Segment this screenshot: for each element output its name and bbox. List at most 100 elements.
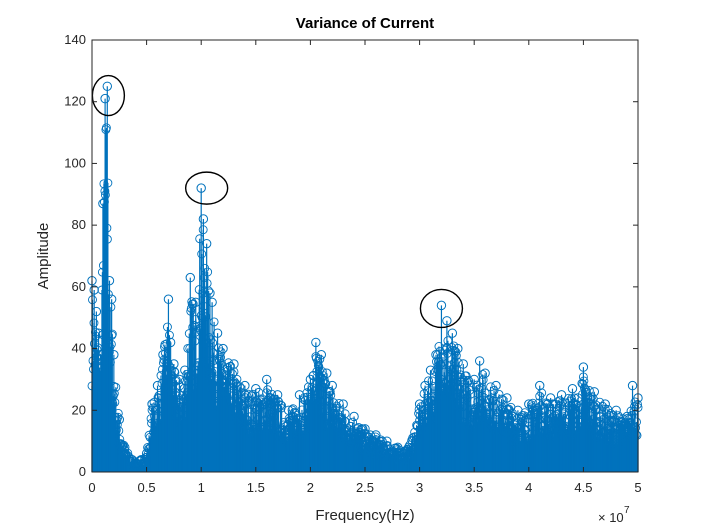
- y-tick-label: 0: [79, 464, 86, 479]
- peak-marker: [327, 380, 337, 391]
- stem-marker: [267, 389, 277, 399]
- x-tick-label: 3.5: [465, 480, 483, 495]
- stem-marker: [334, 398, 344, 408]
- peak-marker: [360, 424, 370, 434]
- stem-marker: [537, 388, 547, 398]
- stem-marker: [587, 392, 597, 402]
- y-axis-label: Amplitude: [35, 223, 52, 290]
- stem-marker: [461, 371, 471, 381]
- stem-marker: [424, 376, 433, 386]
- peak-marker: [447, 328, 458, 338]
- peak-marker: [174, 374, 185, 385]
- peak-marker: [130, 458, 141, 468]
- peak-marker: [152, 380, 163, 391]
- peak-marker: [403, 442, 414, 453]
- stem-marker: [317, 367, 327, 376]
- peak-marker: [89, 285, 99, 295]
- peak-marker: [589, 387, 600, 397]
- chart-title: Variance of Current: [296, 15, 434, 32]
- peak-highlight-circle: [419, 288, 464, 329]
- peak-marker: [458, 359, 468, 369]
- peak-marker: [305, 374, 316, 385]
- stem-marker: [348, 417, 358, 427]
- peak-marker: [453, 343, 463, 354]
- stem-marker: [598, 401, 608, 411]
- stem-marker: [107, 329, 117, 339]
- peak-marker: [573, 393, 583, 403]
- peak-marker: [480, 368, 490, 378]
- x-tick-label: 2.5: [356, 480, 374, 495]
- peak-marker: [205, 288, 215, 298]
- peak-marker: [120, 442, 130, 453]
- y-tick-label: 80: [72, 217, 86, 232]
- peak-marker: [431, 350, 441, 360]
- stem-marker: [188, 299, 198, 309]
- stem-marker: [488, 396, 498, 406]
- y-tick-label: 140: [64, 32, 86, 47]
- peak-marker: [567, 383, 578, 394]
- peak-marker: [393, 442, 403, 453]
- peak-marker: [578, 362, 589, 372]
- peak-marker: [474, 356, 485, 366]
- peak-marker: [141, 448, 152, 459]
- peak-marker: [414, 399, 425, 409]
- peak-marker: [201, 238, 212, 249]
- peak-marker: [491, 380, 501, 391]
- peak-marker: [524, 399, 534, 409]
- stem-marker: [497, 394, 506, 404]
- stems-layer: [87, 81, 643, 472]
- stem-marker: [256, 395, 266, 405]
- peak-marker: [349, 411, 359, 422]
- stem-marker: [534, 398, 544, 408]
- stem-marker: [123, 448, 133, 458]
- stem-marker: [242, 391, 252, 401]
- peak-marker: [102, 81, 112, 91]
- peak-marker: [207, 297, 217, 307]
- stem-marker: [204, 286, 214, 296]
- stem-marker: [556, 399, 566, 409]
- x-tick-label: 0.5: [138, 480, 156, 495]
- peak-marker: [436, 300, 447, 311]
- x-tick-label: 4: [525, 480, 532, 495]
- y-tick-label: 40: [72, 341, 86, 356]
- stem-marker: [319, 375, 329, 385]
- x-tick-label: 5: [634, 480, 641, 495]
- peak-marker: [535, 380, 545, 391]
- peak-marker: [502, 393, 512, 403]
- peak-marker: [272, 390, 283, 400]
- peak-marker: [185, 272, 195, 283]
- stem-marker: [478, 370, 488, 379]
- peak-marker: [262, 374, 272, 385]
- peak-marker: [169, 359, 179, 369]
- x-tick-label: 3: [416, 480, 423, 495]
- y-tick-label: 60: [72, 279, 86, 294]
- peak-marker: [100, 93, 110, 104]
- stem-marker: [579, 383, 589, 393]
- x-tick-label: 1: [198, 480, 205, 495]
- peak-marker: [316, 350, 327, 360]
- stem-marker: [232, 374, 242, 384]
- peak-marker: [371, 430, 381, 440]
- peak-marker: [240, 380, 250, 391]
- peak-marker: [611, 405, 621, 415]
- stem-marker: [110, 397, 120, 407]
- peak-marker: [114, 414, 125, 425]
- peak-marker: [165, 337, 176, 348]
- y-tick-label: 120: [64, 94, 86, 109]
- stem-marker: [103, 289, 113, 299]
- peak-marker: [627, 380, 638, 391]
- peak-marker: [513, 405, 523, 415]
- y-tick-label: 100: [64, 155, 86, 170]
- stem-marker: [464, 376, 474, 386]
- peak-marker: [180, 365, 190, 375]
- stem-marker: [162, 322, 172, 332]
- peak-marker: [294, 390, 305, 400]
- x-tick-label: 4.5: [574, 480, 592, 495]
- x-axis-ticks: 0 0.5 1 1.5 2 2.5 3 3.5 4 4.5 5: [88, 40, 642, 495]
- x-tick-label: 0: [88, 480, 95, 495]
- stem-marker: [341, 417, 351, 427]
- stem-marker: [235, 382, 245, 392]
- peak-marker: [106, 294, 117, 304]
- y-tick-label: 20: [72, 402, 86, 417]
